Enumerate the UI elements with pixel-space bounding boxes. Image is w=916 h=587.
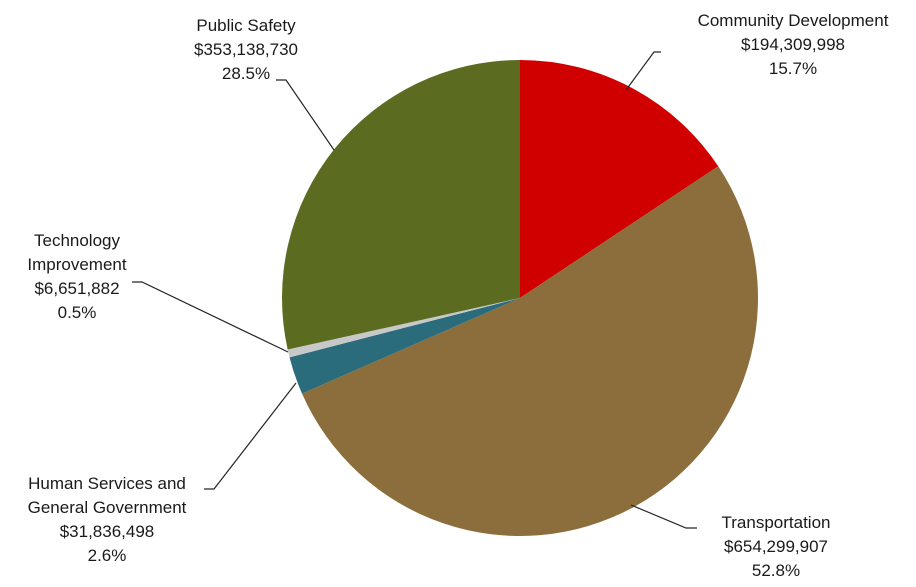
label-transportation: Transportation $654,299,907 52.8% (722, 513, 831, 580)
leader-line-public-safety (276, 79, 335, 151)
label-community-development: Community Development $194,309,998 15.7% (698, 11, 889, 78)
slice-technology-improvement (287, 298, 520, 358)
leader-lines (132, 51, 697, 529)
slice-amount-label: $353,138,730 (194, 40, 298, 59)
slice-transportation (302, 166, 758, 536)
slice-name-label: Technology (34, 231, 121, 250)
slice-community-development (520, 60, 719, 298)
slice-public-safety (282, 60, 520, 350)
slice-amount-label: $194,309,998 (741, 35, 845, 54)
leader-line-technology-improvement (132, 281, 289, 353)
pie-slices (282, 60, 758, 536)
slice-percent-label: 0.5% (58, 303, 97, 322)
leader-line-community-development (625, 51, 661, 91)
slice-amount-label: $6,651,882 (34, 279, 119, 298)
slice-percent-label: 2.6% (88, 546, 127, 565)
slice-amount-label: $31,836,498 (60, 522, 155, 541)
slice-amount-label: $654,299,907 (724, 537, 828, 556)
leader-line-transportation (630, 504, 697, 529)
slice-percent-label: 15.7% (769, 59, 817, 78)
slice-name-label: Transportation (722, 513, 831, 532)
slice-name-label: Improvement (27, 255, 126, 274)
label-public-safety: Public Safety $353,138,730 28.5% (194, 16, 298, 83)
slice-percent-label: 52.8% (752, 561, 800, 580)
leader-line-human-services-and-general-government (204, 382, 297, 490)
slice-name-label: General Government (28, 498, 187, 517)
slice-labels: Community Development $194,309,998 15.7% Tr… (27, 11, 888, 580)
slice-name-label: Human Services and (28, 474, 186, 493)
label-technology-improvement: Technology Improvement $6,651,882 0.5% (27, 231, 126, 322)
slice-percent-label: 28.5% (222, 64, 270, 83)
slice-human-services-and-general-government (289, 298, 520, 394)
slice-name-label: Public Safety (196, 16, 296, 35)
slice-name-label: Community Development (698, 11, 889, 30)
label-human-services-and-general-government: Human Services and General Government $31,… (28, 474, 187, 565)
